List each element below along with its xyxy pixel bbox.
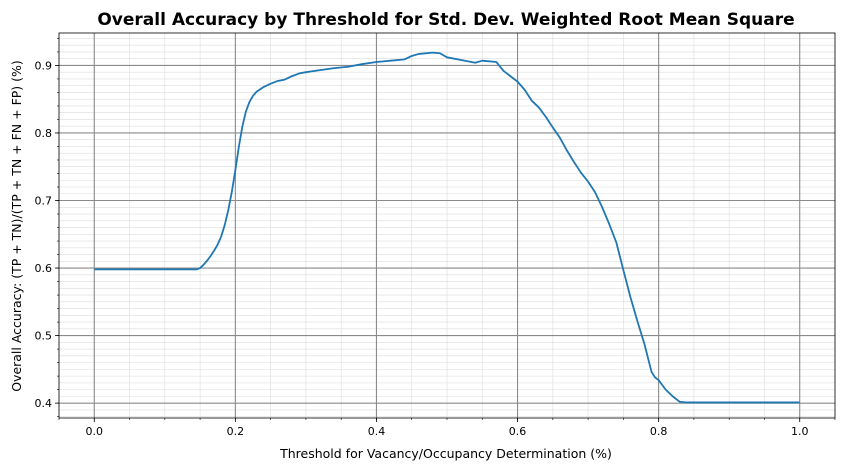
x-axis-label: Threshold for Vacancy/Occupancy Determin… — [279, 446, 612, 461]
x-tick-label: 0.0 — [86, 425, 104, 438]
y-tick-label: 0.7 — [35, 195, 53, 208]
x-tick-label: 0.6 — [509, 425, 527, 438]
y-tick-labels: 0.4 0.5 0.6 0.7 0.8 0.9 — [35, 59, 53, 410]
y-tick-label: 0.9 — [35, 59, 53, 72]
x-tick-labels: 0.0 0.2 0.4 0.6 0.8 1.0 — [86, 425, 809, 438]
y-axis-label: Overall Accuracy: (TP + TN)/(TP + TN + F… — [9, 60, 24, 392]
y-tick-label: 0.8 — [35, 127, 53, 140]
x-tick-label: 1.0 — [791, 425, 809, 438]
minor-grid — [58, 33, 836, 418]
y-tick-label: 0.5 — [35, 330, 53, 343]
y-tick-label: 0.6 — [35, 262, 53, 275]
series-line — [94, 51, 800, 404]
axis-ticks — [55, 38, 836, 422]
x-tick-label: 0.4 — [368, 425, 386, 438]
x-tick-label: 0.2 — [227, 425, 245, 438]
x-tick-label: 0.8 — [650, 425, 668, 438]
chart-title: Overall Accuracy by Threshold for Std. D… — [97, 10, 794, 30]
y-tick-label: 0.4 — [35, 397, 53, 410]
major-grid — [59, 33, 835, 418]
